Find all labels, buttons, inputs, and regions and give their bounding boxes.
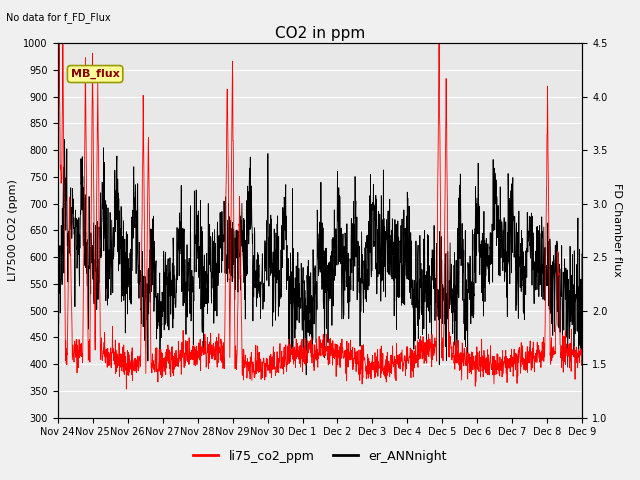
Text: MB_flux: MB_flux bbox=[70, 69, 120, 79]
Legend: li75_co2_ppm, er_ANNnight: li75_co2_ppm, er_ANNnight bbox=[188, 444, 452, 468]
Y-axis label: LI7500 CO2 (ppm): LI7500 CO2 (ppm) bbox=[8, 180, 18, 281]
Y-axis label: FD Chamber flux: FD Chamber flux bbox=[611, 183, 621, 277]
Title: CO2 in ppm: CO2 in ppm bbox=[275, 25, 365, 41]
Text: No data for f_FD_Flux: No data for f_FD_Flux bbox=[6, 12, 111, 23]
